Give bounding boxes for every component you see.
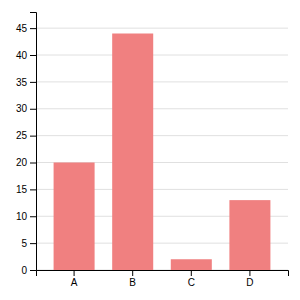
grid-line — [36, 108, 288, 109]
bar — [171, 259, 212, 270]
x-tick-label: D — [246, 277, 253, 288]
plot: 0 5 10 15 20 25 30 35 40 45 A B C D — [16, 13, 289, 289]
y-tick-label: 5 — [21, 238, 27, 249]
y-tick-mark — [30, 163, 36, 164]
y-tick-mark — [30, 216, 36, 217]
bar — [54, 163, 95, 271]
y-tick-label: 0 — [21, 265, 27, 276]
x-tick-label: B — [129, 277, 136, 288]
bar — [112, 34, 153, 271]
y-tick-mark — [30, 82, 36, 83]
x-tick: D — [246, 270, 253, 288]
x-tick: B — [129, 270, 136, 288]
x-tick-mark — [74, 270, 75, 276]
x-tick-mark — [132, 270, 133, 276]
y-tick-mark — [30, 243, 36, 244]
x-tick: C — [188, 270, 195, 288]
y-tick-label: 45 — [16, 23, 28, 34]
y-tick: 25 — [16, 130, 36, 141]
x-tick-label: A — [71, 277, 78, 288]
y-tick: 40 — [16, 50, 36, 61]
grid-line — [36, 28, 288, 29]
y-tick: 35 — [16, 77, 36, 88]
y-tick-mark — [30, 136, 36, 137]
y-tick: 15 — [16, 184, 36, 195]
x-tick-label: C — [188, 277, 195, 288]
y-axis-line — [30, 13, 37, 271]
x-axis: A B C D — [37, 270, 289, 288]
y-tick-mark — [30, 189, 36, 190]
y-tick-label: 15 — [16, 184, 28, 195]
grid-line — [36, 55, 288, 56]
y-tick: 45 — [16, 23, 36, 34]
y-axis: 0 5 10 15 20 25 30 35 40 45 — [16, 13, 37, 276]
y-tick: 5 — [21, 238, 36, 249]
y-tick-label: 10 — [16, 211, 28, 222]
y-tick-mark — [30, 109, 36, 110]
bars — [54, 34, 271, 271]
y-tick-mark — [30, 28, 36, 29]
y-tick-label: 40 — [16, 50, 28, 61]
y-tick-mark — [30, 55, 36, 56]
y-tick-label: 30 — [16, 103, 28, 114]
x-tick: A — [71, 270, 78, 288]
y-tick-label: 35 — [16, 77, 28, 88]
y-tick-label: 25 — [16, 130, 28, 141]
y-tick: 30 — [16, 103, 36, 114]
grid-line — [36, 135, 288, 136]
grid — [36, 28, 288, 270]
y-tick: 20 — [16, 157, 36, 168]
x-axis-line — [37, 271, 289, 277]
y-tick-mark — [30, 270, 36, 271]
grid-line — [36, 81, 288, 82]
y-tick: 10 — [16, 211, 36, 222]
chart: 0 5 10 15 20 25 30 35 40 45 A B C D — [0, 0, 300, 300]
x-tick-mark — [191, 270, 192, 276]
y-tick: 0 — [21, 265, 36, 276]
y-tick-label: 20 — [16, 157, 28, 168]
x-tick-mark — [249, 270, 250, 276]
bar — [229, 200, 270, 270]
